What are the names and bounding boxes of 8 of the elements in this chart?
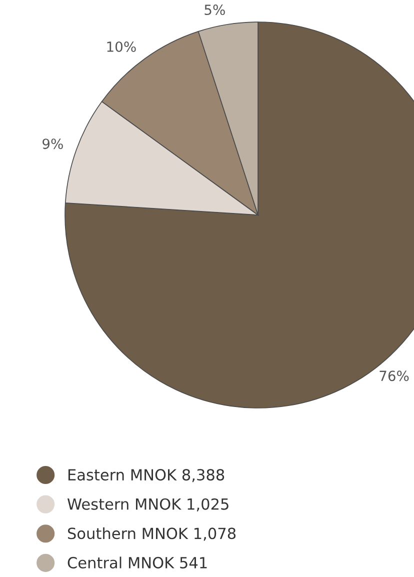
data-label: 10%	[107, 41, 136, 52]
legend-label: Southern MNOK 1,078	[68, 527, 236, 541]
legend-label: Western MNOK 1,025	[67, 498, 228, 512]
data-label: 9%	[42, 138, 63, 150]
data-label: 5%	[204, 4, 225, 16]
legend-label: Central MNOK 541	[68, 556, 207, 568]
legend-label: Eastern MNOK 8,388	[68, 469, 224, 482]
data-label: 76%	[380, 370, 409, 382]
